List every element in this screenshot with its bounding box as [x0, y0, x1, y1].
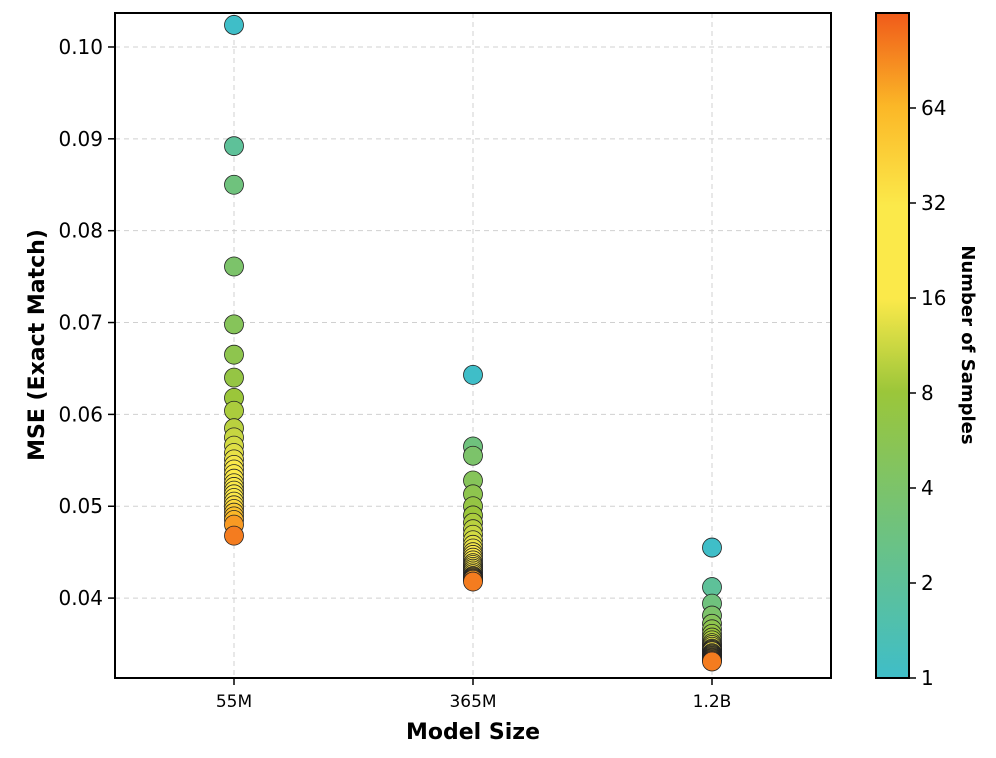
point-365m-29	[463, 571, 483, 592]
point-1-2b-0	[702, 537, 722, 558]
x-axis-title: Model Size	[406, 720, 540, 745]
colorbar-tick-label-6: 64	[921, 96, 946, 120]
colorbar-tick-label-2: 4	[921, 476, 934, 500]
colorbar-ticks: 1 2 4 8 16 32 64	[909, 96, 946, 690]
colorbar-tick-label-5: 32	[921, 191, 946, 215]
colorbar	[875, 12, 910, 679]
colorbar-tick-label-3: 8	[921, 381, 934, 405]
point-365m-2	[463, 445, 483, 466]
point-55m-1	[224, 136, 244, 157]
y-tick-label-5: 0.09	[58, 127, 103, 151]
point-55m-8	[224, 400, 244, 421]
colorbar-tick-label-1: 2	[921, 571, 934, 595]
point-55m-30	[224, 525, 244, 546]
x-tick-label-1: 365M	[449, 692, 496, 712]
y-axis-ticks: 0.04 0.05 0.06 0.07 0.08 0.09 0.10	[58, 35, 115, 610]
point-55m-3	[224, 256, 244, 277]
point-55m-6	[224, 367, 244, 388]
point-55m-0	[224, 15, 244, 35]
point-55m-2	[224, 174, 244, 195]
colorbar-title: Number of Samples	[957, 245, 978, 444]
x-tick-label-2: 1.2B	[693, 692, 732, 712]
y-tick-label-0: 0.04	[58, 586, 103, 610]
y-tick-label-1: 0.05	[58, 494, 103, 518]
y-tick-label-2: 0.06	[58, 402, 103, 426]
x-tick-label-0: 55M	[216, 692, 252, 712]
x-axis-ticks: 55M 365M 1.2B	[216, 678, 732, 712]
y-tick-label-3: 0.07	[58, 311, 103, 335]
colorbar-tick-label-0: 1	[921, 666, 934, 690]
y-tick-label-6: 0.10	[58, 35, 103, 59]
y-tick-label-4: 0.08	[58, 219, 103, 243]
data-points	[224, 15, 722, 672]
point-55m-4	[224, 314, 244, 335]
point-1-2b-25	[702, 651, 722, 672]
point-365m-0	[463, 364, 483, 385]
y-axis-title: MSE (Exact Match)	[25, 229, 50, 461]
point-55m-5	[224, 344, 244, 365]
colorbar-tick-label-4: 16	[921, 286, 946, 310]
